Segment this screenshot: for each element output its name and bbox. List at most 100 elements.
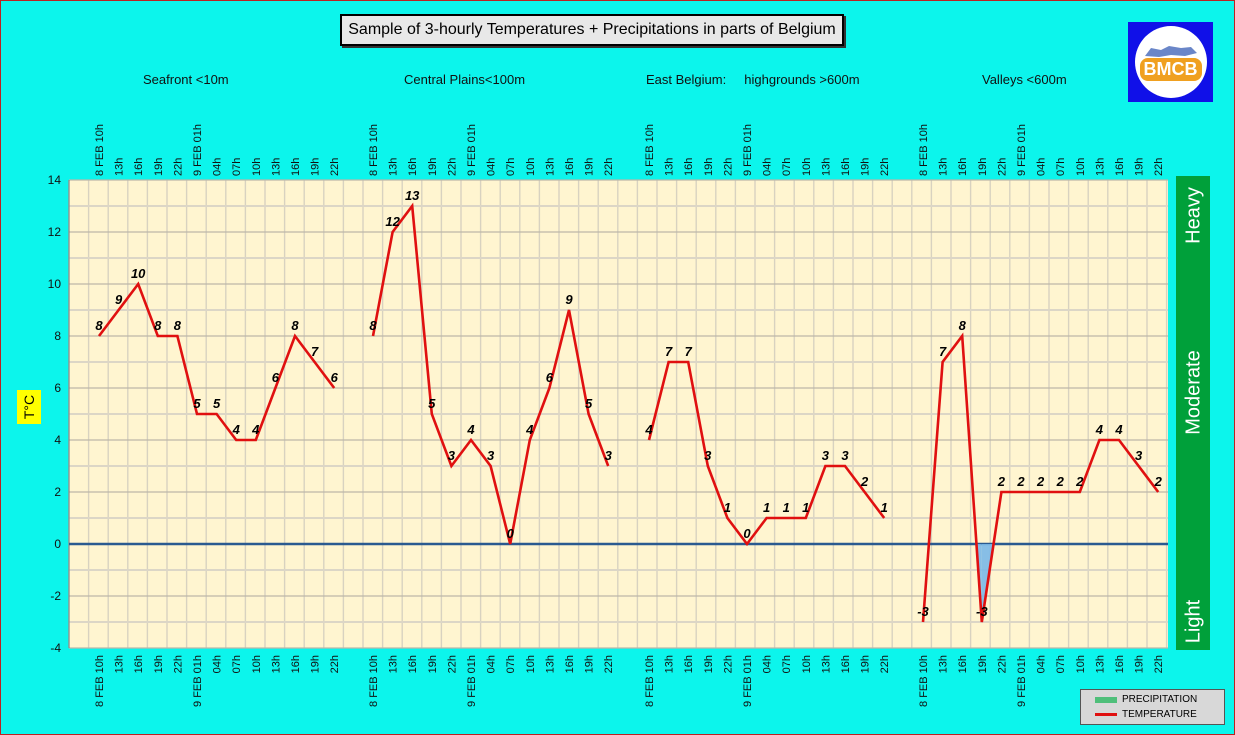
x-tick-label-top: 04h [486, 158, 498, 176]
temperature-data-label: 0 [743, 526, 751, 541]
x-tick-label-top: 13h [664, 158, 676, 176]
temperature-data-label: 2 [1036, 474, 1045, 489]
x-tick-label-top: 19h [153, 158, 165, 176]
temperature-data-label: 5 [193, 396, 201, 411]
x-tick-label-top: 10h [251, 158, 263, 176]
temperature-data-label: 1 [724, 500, 731, 515]
temperature-data-label: 9 [115, 292, 123, 307]
x-tick-label-top: 16h [683, 158, 695, 176]
x-tick-label-top: 19h [703, 158, 715, 176]
x-tick-label-bottom: 16h [290, 655, 302, 673]
x-tick-label-top: 07h [1055, 158, 1067, 176]
x-tick-label-top: 22h [603, 158, 615, 176]
temperature-data-label: -3 [976, 604, 988, 619]
temperature-data-label: 5 [428, 396, 436, 411]
x-tick-label-bottom: 19h [1134, 655, 1146, 673]
legend-temperature: TEMPERATURE [1095, 709, 1197, 720]
region-label-seafront: Seafront <10m [143, 72, 229, 87]
x-tick-label-top: 8 FEB 10h [918, 124, 930, 176]
temperature-data-label: 2 [1016, 474, 1025, 489]
x-tick-label-bottom: 04h [762, 655, 774, 673]
x-tick-label-top: 16h [407, 158, 419, 176]
temperature-data-label: 13 [405, 188, 420, 203]
x-tick-label-top: 10h [1075, 158, 1087, 176]
temperature-data-label: 4 [1095, 422, 1104, 437]
chart-legend: PRECIPITATION TEMPERATURE [1080, 689, 1225, 725]
region-label-valleys: Valleys <600m [982, 72, 1067, 87]
x-tick-label-top: 22h [172, 158, 184, 176]
temperature-swatch-icon [1095, 713, 1117, 716]
temperature-line [921, 332, 1160, 623]
y-tick-label: 2 [54, 485, 61, 499]
temperature-data-label: 3 [448, 448, 456, 463]
x-tick-label-bottom: 19h [860, 655, 872, 673]
temperature-data-label: 1 [763, 500, 770, 515]
x-tick-label-top: 13h [270, 158, 282, 176]
temperature-line [371, 202, 610, 545]
x-tick-label-bottom: 22h [329, 655, 341, 673]
temperature-data-label: 0 [507, 526, 515, 541]
x-tick-label-bottom: 10h [1075, 655, 1087, 673]
x-tick-label-bottom: 13h [544, 655, 556, 673]
temperature-line [97, 281, 336, 442]
x-tick-label-top: 16h [133, 158, 145, 176]
x-tick-label-top: 13h [114, 158, 126, 176]
x-tick-label-bottom: 04h [1036, 655, 1048, 673]
x-tick-label-top: 19h [427, 158, 439, 176]
temperature-data-label: 1 [783, 500, 790, 515]
intensity-heavy-label: Heavy [1182, 187, 1205, 244]
x-tick-label-bottom: 16h [133, 655, 145, 673]
x-tick-label-top: 16h [840, 158, 852, 176]
x-tick-label-top: 16h [564, 158, 576, 176]
x-tick-label-top: 9 FEB 01h [466, 124, 478, 176]
x-tick-label-top: 22h [446, 158, 458, 176]
x-tick-label-bottom: 13h [820, 655, 832, 673]
y-tick-label: 6 [54, 381, 61, 395]
temperature-data-label: 2 [1154, 474, 1163, 489]
x-tick-label-bottom: 07h [781, 655, 793, 673]
belgium-map-logo-icon: BMCB [1134, 26, 1207, 98]
x-tick-label-top: 8 FEB 10h [644, 124, 656, 176]
temperature-data-label: 12 [385, 214, 400, 229]
intensity-light-label: Light [1182, 599, 1205, 644]
temperature-data-label: 4 [232, 422, 241, 437]
x-tick-label-top: 04h [1036, 158, 1048, 176]
x-tick-label-top: 04h [212, 158, 224, 176]
x-tick-label-top: 04h [762, 158, 774, 176]
x-tick-label-bottom: 19h [584, 655, 596, 673]
x-tick-label-top: 16h [1114, 158, 1126, 176]
x-tick-label-top: 22h [329, 158, 341, 176]
x-tick-label-bottom: 16h [564, 655, 576, 673]
x-tick-label-bottom: 22h [446, 655, 458, 673]
temperature-data-label: 2 [860, 474, 869, 489]
x-tick-label-bottom: 13h [270, 655, 282, 673]
x-tick-label-top: 19h [977, 158, 989, 176]
x-tick-label-top: 19h [584, 158, 596, 176]
x-tick-label-bottom: 10h [801, 655, 813, 673]
temperature-data-label: 7 [685, 344, 693, 359]
below-zero-fill [976, 544, 994, 622]
temperature-data-label: 4 [251, 422, 260, 437]
y-tick-label: 14 [48, 173, 62, 187]
x-tick-label-bottom: 9 FEB 01h [1016, 655, 1028, 707]
region-label-east-belgium: East Belgium: highgrounds >600m [646, 72, 860, 87]
x-tick-label-top: 8 FEB 10h [368, 124, 380, 176]
temperature-data-label: 5 [585, 396, 593, 411]
temperature-data-label: 8 [369, 318, 377, 333]
temperature-data-label: 1 [802, 500, 809, 515]
x-tick-label-top: 9 FEB 01h [1016, 124, 1028, 176]
temperature-data-label: 10 [131, 266, 146, 281]
x-tick-label-bottom: 9 FEB 01h [466, 655, 478, 707]
y-tick-label: 4 [54, 433, 61, 447]
region-label-central-plains: Central Plains<100m [404, 72, 526, 87]
temperature-data-label: 6 [546, 370, 554, 385]
temperature-data-label: 7 [311, 344, 319, 359]
temperature-data-label: 3 [841, 448, 849, 463]
x-tick-label-top: 07h [505, 158, 517, 176]
x-tick-label-bottom: 16h [683, 655, 695, 673]
temperature-data-label: 3 [1135, 448, 1143, 463]
x-tick-label-bottom: 13h [664, 655, 676, 673]
precipitation-swatch-icon [1095, 696, 1117, 703]
x-tick-label-top: 22h [996, 158, 1008, 176]
